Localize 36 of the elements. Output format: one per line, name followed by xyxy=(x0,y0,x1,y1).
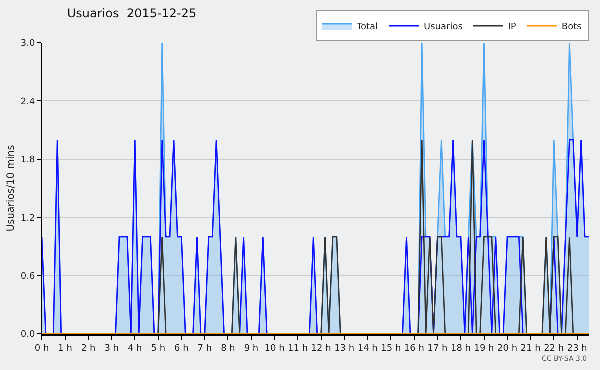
legend-label: Bots xyxy=(562,22,582,33)
x-tick-label: 9 h xyxy=(244,344,259,354)
x-tick-label: 16 h xyxy=(404,344,424,354)
legend-label: Total xyxy=(356,22,378,33)
y-axis-title: Usuarios/10 mins xyxy=(6,145,17,232)
x-tick-label: 14 h xyxy=(358,344,378,354)
x-tick-label: 2 h xyxy=(81,344,96,354)
x-tick-label: 19 h xyxy=(474,344,494,354)
legend-label: IP xyxy=(508,22,517,33)
x-tick-label: 17 h xyxy=(428,344,448,354)
legend-label: Usuarios xyxy=(424,22,464,33)
x-tick-label: 20 h xyxy=(498,344,518,354)
x-tick-label: 13 h xyxy=(334,344,355,354)
x-tick-label: 10 h xyxy=(264,344,285,354)
x-tick-label: 21 h xyxy=(520,344,541,354)
x-tick-label: 0 h xyxy=(34,344,50,354)
x-tick-label: 12 h xyxy=(311,344,332,354)
x-tick-label: 5 h xyxy=(151,344,166,354)
y-tick-label: 3.0 xyxy=(20,39,36,50)
y-tick-label: 2.4 xyxy=(20,97,36,108)
y-tick-label: 1.2 xyxy=(20,214,36,224)
y-tick-label: 0.6 xyxy=(20,272,36,282)
x-tick-label: 8 h xyxy=(221,344,236,354)
chart-title: Usuarios 2015-12-25 xyxy=(67,6,197,21)
x-tick-label: 6 h xyxy=(174,344,189,354)
x-tick-label: 15 h xyxy=(381,344,402,354)
x-tick-label: 23 h xyxy=(567,344,588,354)
x-tick-label: 18 h xyxy=(450,344,471,354)
x-tick-label: 7 h xyxy=(198,344,212,354)
y-tick-label: 0.0 xyxy=(20,330,36,340)
x-tick-label: 22 h xyxy=(544,344,564,354)
y-tick-label: 1.8 xyxy=(20,156,36,166)
x-tick-label: 11 h xyxy=(288,344,308,354)
x-tick-label: 3 h xyxy=(104,344,119,354)
x-tick-label: 1 h xyxy=(58,344,72,354)
x-tick-label: 4 h xyxy=(128,344,142,354)
